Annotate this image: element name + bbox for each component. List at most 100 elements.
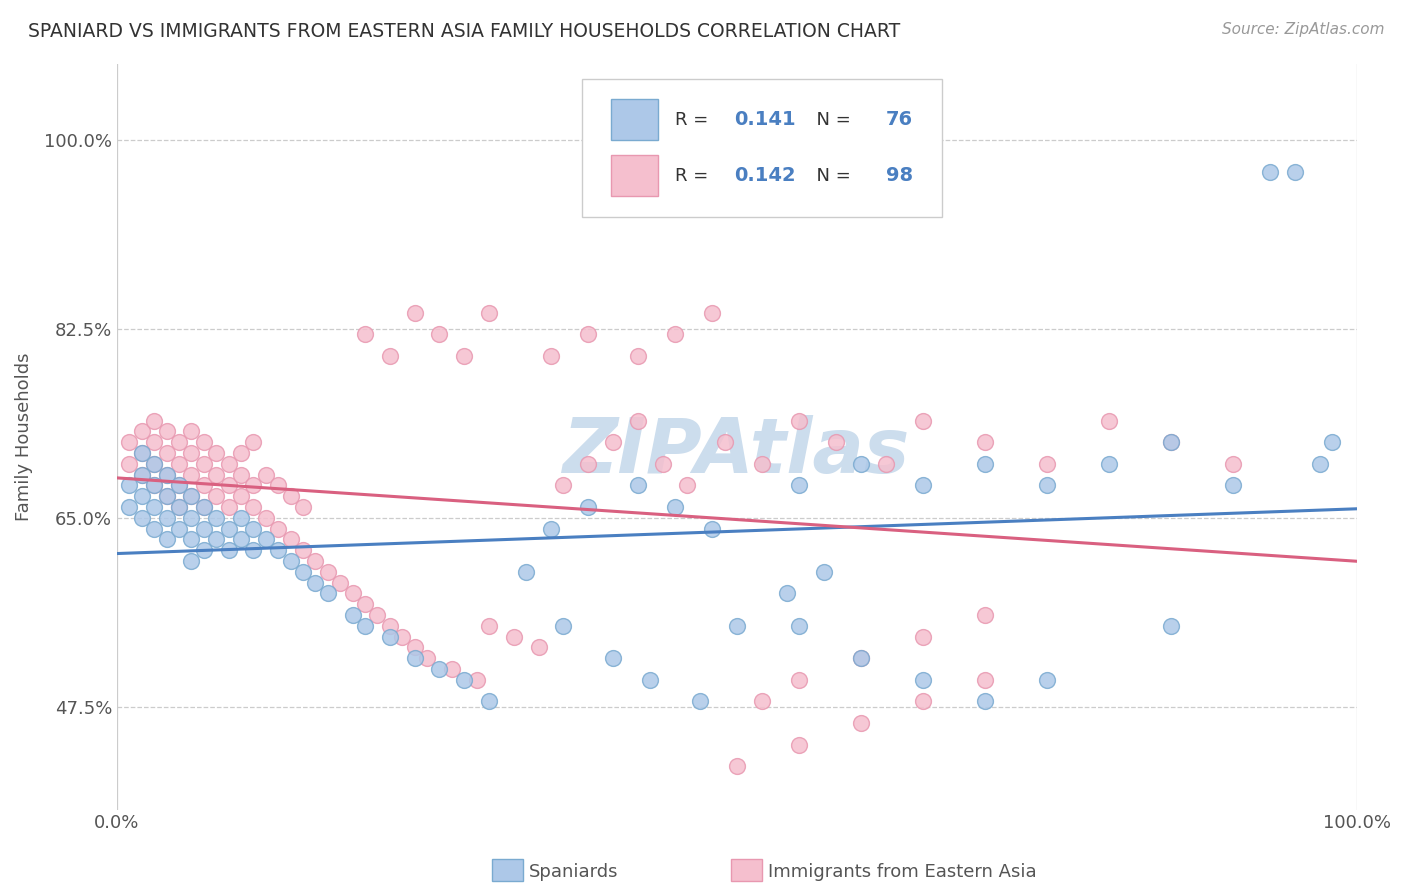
Point (911, 694, 934, 708)
Point (911, 673, 934, 687)
Point (193, 435, 215, 450)
Point (118, 478, 141, 492)
Point (478, 305, 501, 319)
Point (702, 305, 724, 319)
Point (304, 575, 326, 590)
Point (205, 467, 228, 482)
Point (143, 457, 166, 471)
Point (167, 522, 190, 536)
Point (453, 349, 475, 363)
Point (218, 457, 240, 471)
Point (329, 575, 352, 590)
Point (1036, 673, 1059, 687)
Point (702, 522, 724, 536)
Point (143, 478, 166, 492)
Text: 76: 76 (886, 111, 912, 129)
Point (193, 500, 215, 514)
Point (911, 630, 934, 644)
Point (875, 457, 897, 471)
Point (304, 554, 326, 568)
Point (155, 533, 177, 547)
Point (280, 489, 302, 503)
Point (515, 565, 537, 579)
Point (131, 446, 153, 460)
Point (664, 327, 686, 342)
Point (787, 738, 810, 752)
Point (316, 565, 339, 579)
Point (627, 414, 650, 428)
Text: Immigrants from Eastern Asia: Immigrants from Eastern Asia (768, 863, 1036, 881)
Point (974, 694, 997, 708)
Point (254, 511, 277, 525)
Point (180, 489, 202, 503)
Point (627, 478, 650, 492)
Point (576, 327, 599, 342)
Text: SPANIARD VS IMMIGRANTS FROM EASTERN ASIA FAMILY HOUSEHOLDS CORRELATION CHART: SPANIARD VS IMMIGRANTS FROM EASTERN ASIA… (28, 22, 900, 41)
Point (155, 489, 177, 503)
Point (218, 522, 240, 536)
Point (465, 673, 488, 687)
Y-axis label: Family Households: Family Households (15, 352, 32, 521)
Point (553, 619, 575, 633)
Point (1036, 457, 1059, 471)
Point (229, 467, 252, 482)
Point (193, 500, 215, 514)
Point (354, 327, 377, 342)
Point (254, 533, 277, 547)
Point (155, 511, 177, 525)
Point (1309, 457, 1331, 471)
Point (291, 500, 314, 514)
Point (404, 651, 426, 665)
Point (229, 446, 252, 460)
Point (1036, 478, 1059, 492)
Point (664, 500, 686, 514)
Point (291, 543, 314, 558)
Point (291, 565, 314, 579)
Point (155, 425, 177, 439)
Point (440, 662, 463, 676)
Point (193, 457, 215, 471)
Point (813, 565, 835, 579)
FancyBboxPatch shape (582, 79, 942, 217)
Point (143, 435, 166, 450)
Point (242, 478, 264, 492)
Point (478, 694, 501, 708)
Point (205, 511, 228, 525)
Point (787, 414, 810, 428)
Point (131, 467, 153, 482)
Point (131, 489, 153, 503)
Point (155, 446, 177, 460)
Point (787, 478, 810, 492)
Point (974, 673, 997, 687)
Point (118, 457, 141, 471)
Point (676, 478, 699, 492)
Text: Spaniards: Spaniards (529, 863, 619, 881)
Point (527, 640, 550, 655)
Point (576, 500, 599, 514)
Point (242, 543, 264, 558)
Point (180, 533, 202, 547)
Point (167, 478, 190, 492)
Point (378, 619, 401, 633)
Point (118, 500, 141, 514)
Point (342, 608, 364, 623)
Point (180, 489, 202, 503)
Point (167, 500, 190, 514)
Point (143, 500, 166, 514)
Point (651, 457, 673, 471)
Point (911, 414, 934, 428)
Point (627, 349, 650, 363)
Point (131, 425, 153, 439)
Point (478, 619, 501, 633)
Point (155, 467, 177, 482)
Point (404, 305, 426, 319)
Point (167, 457, 190, 471)
Point (787, 673, 810, 687)
Text: 98: 98 (886, 167, 912, 186)
Point (1284, 165, 1306, 179)
Point (193, 522, 215, 536)
Point (849, 457, 872, 471)
Point (342, 586, 364, 600)
Point (1160, 435, 1182, 450)
Point (167, 478, 190, 492)
